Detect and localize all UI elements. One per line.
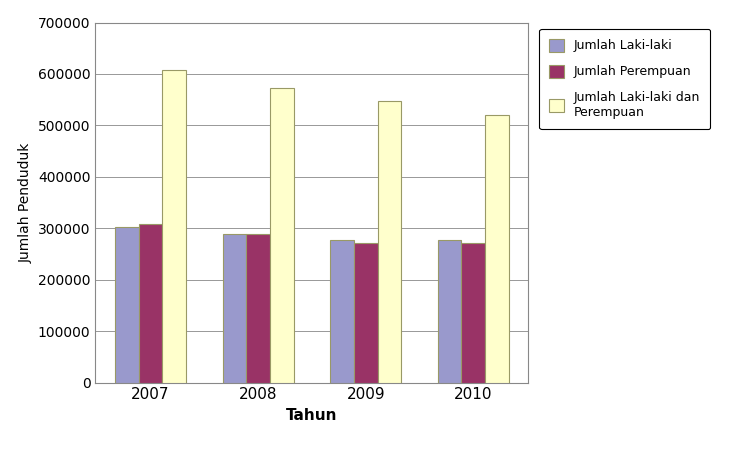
Bar	[247, 234, 270, 382]
Legend: Jumlah Laki-laki, Jumlah Perempuan, Jumlah Laki-laki dan
Perempuan: Jumlah Laki-laki, Jumlah Perempuan, Juml…	[539, 29, 711, 129]
Bar	[270, 88, 294, 382]
Bar	[354, 243, 377, 382]
X-axis label: Tahun: Tahun	[286, 408, 338, 423]
Bar	[139, 224, 162, 382]
Bar	[377, 101, 401, 382]
Bar	[462, 243, 485, 382]
Bar	[485, 115, 509, 382]
Bar	[437, 239, 462, 382]
Y-axis label: Jumlah Penduduk: Jumlah Penduduk	[18, 142, 32, 263]
Bar	[162, 70, 186, 382]
Bar	[222, 234, 247, 382]
Bar	[115, 227, 139, 382]
Bar	[330, 239, 354, 382]
